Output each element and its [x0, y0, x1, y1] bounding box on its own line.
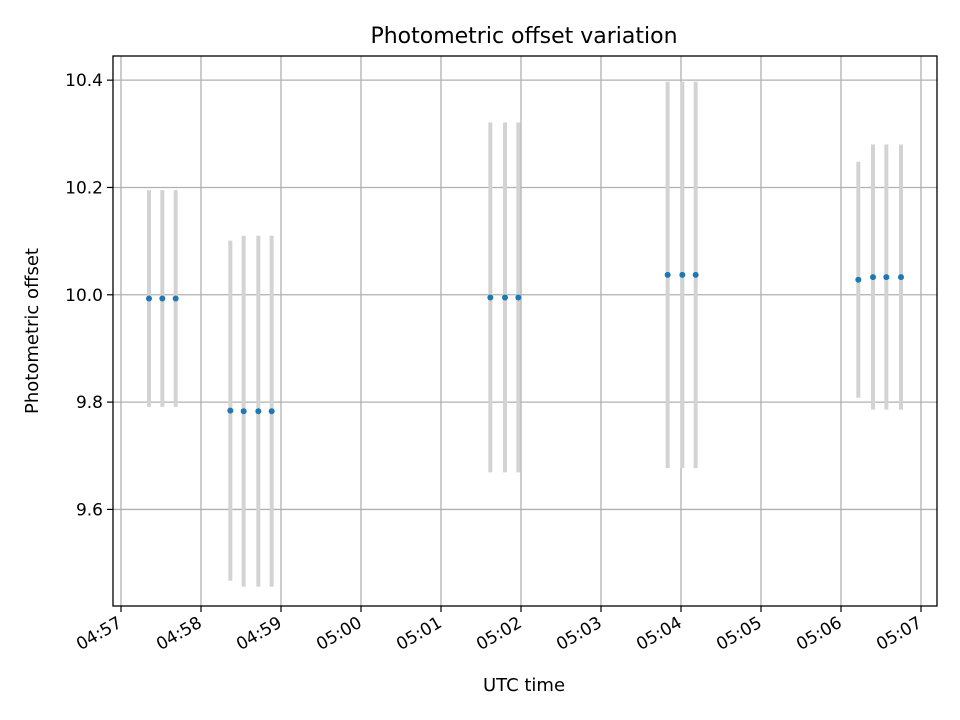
y-tick-label: 10.4 — [65, 71, 103, 91]
data-point — [870, 274, 876, 281]
data-point — [883, 274, 890, 281]
data-point — [898, 274, 904, 281]
grid — [113, 56, 937, 606]
data-point — [487, 294, 494, 301]
chart-title: Photometric offset variation — [370, 24, 677, 49]
data-point — [172, 295, 179, 302]
data-point — [664, 271, 671, 278]
plot-frame — [112, 55, 938, 607]
data-points — [146, 271, 904, 415]
data-point — [679, 271, 686, 278]
data-point — [240, 408, 247, 415]
data-point — [692, 271, 699, 278]
data-point — [502, 294, 508, 301]
y-tick-label: 10.2 — [65, 178, 103, 198]
data-point — [515, 294, 522, 301]
data-point — [268, 408, 275, 415]
y-tick-label: 9.8 — [76, 393, 103, 413]
y-tick-label: 9.6 — [76, 500, 103, 520]
data-point — [146, 295, 152, 302]
data-point — [159, 295, 166, 302]
x-axis-label: UTC time — [483, 675, 565, 696]
y-tick-label: 10.0 — [65, 286, 103, 306]
data-point — [855, 276, 862, 283]
data-point — [255, 408, 262, 415]
data-point — [227, 407, 234, 414]
y-axis-label: Photometric offset — [22, 248, 43, 414]
